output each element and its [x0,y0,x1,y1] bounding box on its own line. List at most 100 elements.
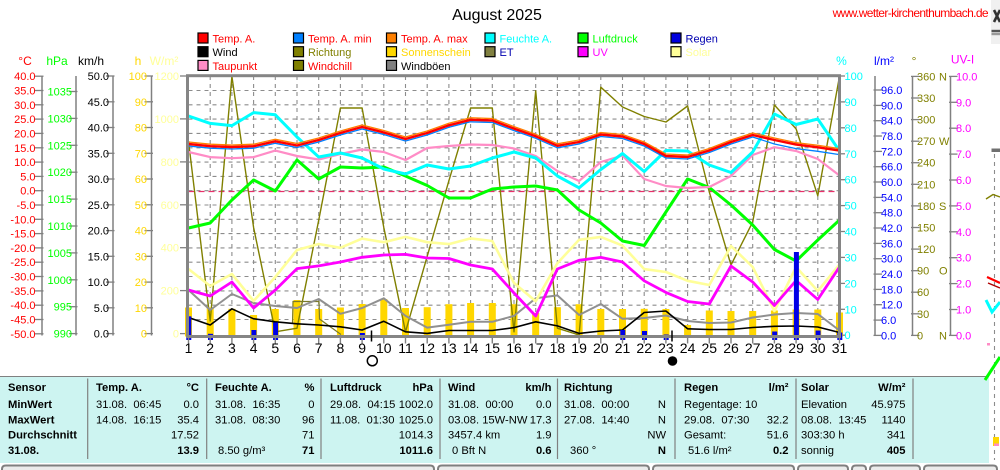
svg-text:90: 90 [135,97,147,109]
svg-text:-20.0: -20.0 [10,243,35,255]
svg-text:31.08. 08:30: 31.08. 08:30 [215,415,280,427]
svg-text:40: 40 [135,226,147,238]
svg-text:51.6: 51.6 [767,430,789,442]
svg-text:5.0: 5.0 [20,171,35,183]
svg-text:8: 8 [337,340,345,356]
svg-text:8.0: 8.0 [956,123,971,135]
svg-text:10: 10 [845,304,857,316]
svg-text:1.0: 1.0 [956,305,971,317]
svg-text:90: 90 [917,266,929,278]
svg-text:30: 30 [135,251,147,263]
svg-text:MinWert: MinWert [8,399,52,411]
svg-text:W/m²: W/m² [150,54,179,68]
svg-text:78.0: 78.0 [881,131,902,143]
svg-text:5.0: 5.0 [956,201,971,213]
svg-text:1014.3: 1014.3 [399,430,433,442]
svg-text:90: 90 [845,97,857,109]
svg-text:303:30 h: 303:30 h [801,430,845,442]
svg-text:%: % [305,382,315,394]
svg-text:03.08. 15W-NW: 03.08. 15W-NW [448,415,528,427]
svg-text:km/h: km/h [78,54,104,68]
svg-text:405: 405 [887,445,906,457]
svg-text:80: 80 [845,123,857,135]
svg-text:15.0: 15.0 [88,251,109,263]
svg-text:14.08. 16:15: 14.08. 16:15 [96,415,161,427]
svg-text:20: 20 [845,278,857,290]
svg-text:80: 80 [135,123,147,135]
svg-text:MaxWert: MaxWert [8,415,55,427]
svg-text:7.0: 7.0 [956,149,971,161]
svg-text:0.0: 0.0 [956,330,971,342]
svg-text:19: 19 [571,340,587,356]
svg-text:1: 1 [185,340,193,356]
svg-text:W: W [939,136,950,148]
svg-text:N: N [939,330,947,342]
svg-text:0: 0 [141,329,147,341]
svg-text:0.0: 0.0 [94,329,109,341]
svg-text:0.0: 0.0 [183,399,199,411]
svg-text:341: 341 [887,430,906,442]
svg-text:-35.0: -35.0 [10,286,35,298]
svg-text:30: 30 [810,340,826,356]
svg-text:28: 28 [767,340,783,356]
svg-text:NW: NW [647,430,666,442]
svg-text:45.0: 45.0 [88,97,109,109]
svg-text:Temp. A. max: Temp. A. max [401,34,468,46]
svg-text:20: 20 [135,277,147,289]
svg-text:70: 70 [845,149,857,161]
svg-text:150: 150 [917,223,935,235]
svg-text:km/h: km/h [525,382,551,394]
svg-text:1020: 1020 [48,167,72,179]
svg-text:26: 26 [723,340,739,356]
svg-text:9.0: 9.0 [956,97,971,109]
svg-text:270: 270 [917,136,935,148]
svg-text:Wind: Wind [213,47,238,59]
svg-text:August 2025: August 2025 [452,7,542,24]
svg-text:1015: 1015 [48,194,72,206]
svg-text:Durchschnitt: Durchschnitt [8,430,77,442]
svg-text:0 Bft N: 0 Bft N [452,445,486,457]
svg-text:0: 0 [173,329,179,341]
svg-text:l/m²: l/m² [874,54,894,68]
svg-text:800: 800 [161,157,179,169]
svg-text:96: 96 [302,415,314,427]
svg-text:1035: 1035 [48,87,72,99]
svg-text:27.08. 14:40: 27.08. 14:40 [564,415,629,427]
svg-text:1005: 1005 [48,248,72,260]
svg-text:hPa: hPa [46,54,68,68]
svg-text:25.0: 25.0 [88,200,109,212]
svg-text:180: 180 [917,201,935,213]
svg-text:30: 30 [917,309,929,321]
svg-text:1200: 1200 [155,71,179,83]
svg-text:60: 60 [135,174,147,186]
svg-text:40.0: 40.0 [88,123,109,135]
svg-text:Feuchte A.: Feuchte A. [215,382,272,394]
svg-text:11: 11 [398,340,413,356]
svg-text:20.0: 20.0 [14,128,35,140]
svg-text:360: 360 [917,71,935,83]
svg-text:W/m²: W/m² [878,382,906,394]
svg-text:Temp. A. min: Temp. A. min [308,34,372,46]
svg-text:Solar: Solar [686,47,712,59]
svg-text:2: 2 [206,340,214,356]
svg-text:17.3: 17.3 [530,415,552,427]
svg-text:Solar: Solar [801,382,830,394]
svg-text:400: 400 [161,243,179,255]
svg-text:0.0: 0.0 [20,186,35,198]
svg-text:600: 600 [161,200,179,212]
svg-text:210: 210 [917,179,935,191]
svg-text:30.0: 30.0 [881,254,902,266]
svg-text:330: 330 [917,93,935,105]
svg-text:35.4: 35.4 [177,415,199,427]
svg-text:71: 71 [302,445,314,457]
svg-text:6.0: 6.0 [881,315,896,327]
svg-text:50: 50 [845,201,857,213]
svg-text:0.0: 0.0 [536,399,552,411]
svg-text:-25.0: -25.0 [10,257,35,269]
svg-text:-15.0: -15.0 [10,229,35,241]
svg-text:Richtung: Richtung [564,382,613,394]
svg-text:Windchill: Windchill [308,61,352,73]
svg-text:15.0: 15.0 [14,143,35,155]
svg-text:10: 10 [135,303,147,315]
svg-text:Sonnenschein: Sonnenschein [401,47,471,59]
